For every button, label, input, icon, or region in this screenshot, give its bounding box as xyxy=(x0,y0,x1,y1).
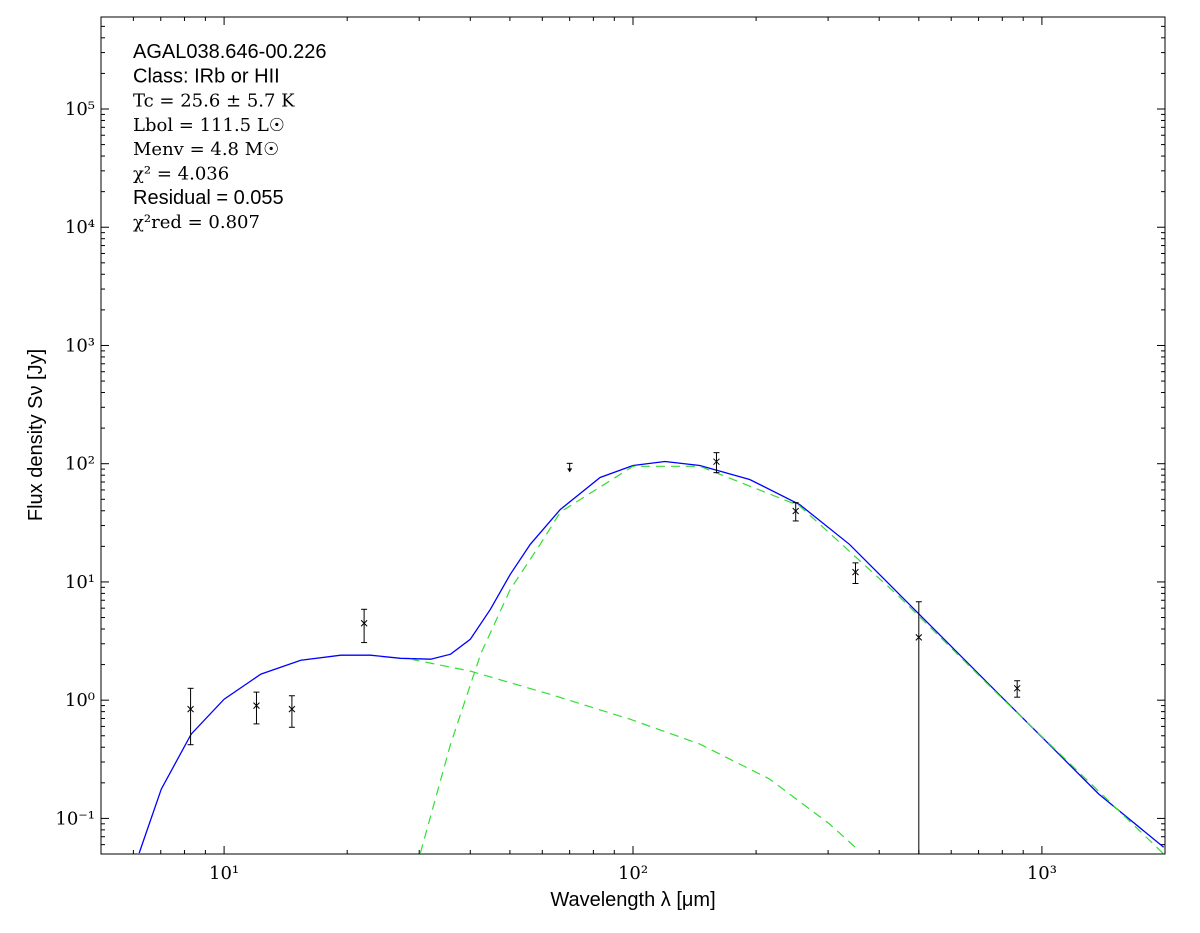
x-tick-label: 10³ xyxy=(1027,863,1057,884)
y-tick-label: 10⁴ xyxy=(65,217,95,238)
y-tick-label: 10⁻¹ xyxy=(55,808,95,829)
annotation: Menv = 4.8 M☉ xyxy=(133,139,279,160)
x-tick-label: 10¹ xyxy=(209,863,239,884)
y-tick-label: 10⁵ xyxy=(65,99,95,120)
data-point xyxy=(852,568,859,576)
data-point xyxy=(360,619,368,627)
data-point xyxy=(792,507,800,515)
annotation: χ² = 4.036 xyxy=(133,164,229,185)
x-axis-label: Wavelength λ [μm] xyxy=(550,889,715,911)
error-bar xyxy=(852,562,859,585)
y-tick-label: 10² xyxy=(65,454,95,475)
annotation: Class: IRb or HII xyxy=(133,65,280,87)
error-bar xyxy=(253,691,260,725)
error-bar xyxy=(792,502,799,522)
y-tick-label: 10³ xyxy=(65,335,95,356)
upper-limit-arrow xyxy=(567,468,573,473)
model-line xyxy=(138,460,1165,854)
annotation: AGAL038.646-00.226 xyxy=(133,41,327,63)
data-point xyxy=(915,633,923,641)
data-point xyxy=(713,458,720,466)
annotation: Tc = 25.6 ± 5.7 K xyxy=(133,91,295,112)
data-point xyxy=(253,702,260,709)
y-tick-label: 10¹ xyxy=(65,572,95,593)
plot-area xyxy=(138,452,1165,854)
y-tick-label: 10⁰ xyxy=(65,690,95,711)
annotation: Lbol = 111.5 L☉ xyxy=(133,115,285,136)
error-bar xyxy=(187,687,194,746)
error-bar xyxy=(361,608,368,644)
annotation: Residual = 0.055 xyxy=(133,187,284,209)
error-bar xyxy=(288,695,295,728)
data-point xyxy=(288,705,296,713)
y-axis-label: Flux density Sν [Jy] xyxy=(25,349,47,521)
data-point xyxy=(1013,684,1021,692)
x-tick-label: 10² xyxy=(618,863,648,884)
error-bar xyxy=(915,601,922,854)
component-line xyxy=(410,658,860,852)
annotation: χ²red = 0.807 xyxy=(133,212,260,233)
upper-limit xyxy=(566,462,573,473)
data-point xyxy=(187,705,194,713)
error-bar xyxy=(713,452,720,474)
